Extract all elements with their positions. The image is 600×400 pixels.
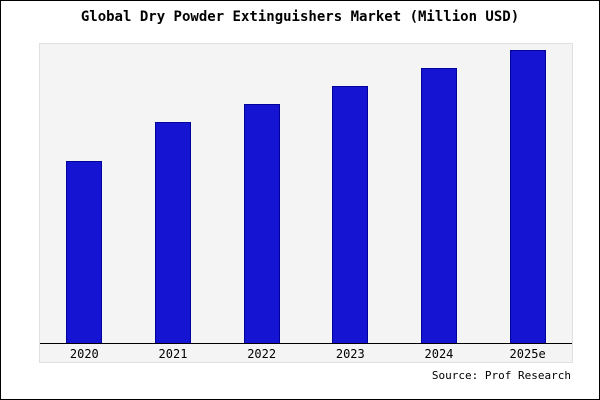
bar-2024 (420, 68, 457, 344)
x-tick-label-2022: 2022 (247, 346, 277, 361)
bar-2022 (243, 104, 280, 344)
bar-2021 (154, 122, 191, 344)
x-tick-label-2020: 2020 (69, 346, 99, 361)
plot-area: 2020 2021 2022 2023 2024 2025e (39, 43, 573, 363)
x-tick-label-2021: 2021 (158, 346, 188, 361)
bar-2020 (66, 161, 103, 344)
bars-container (40, 44, 572, 344)
bar-2023 (332, 86, 369, 344)
source-text: Source: Prof Research (431, 369, 571, 382)
x-tick-label-2023: 2023 (335, 346, 365, 361)
bar-2025e (509, 50, 546, 344)
x-tick-label-2024: 2024 (424, 346, 454, 361)
x-tick-label-2025e: 2025e (509, 346, 546, 361)
x-axis-line (40, 343, 572, 344)
chart-title: Global Dry Powder Extinguishers Market (… (80, 9, 520, 25)
x-axis-labels: 2020 2021 2022 2023 2024 2025e (40, 345, 572, 362)
